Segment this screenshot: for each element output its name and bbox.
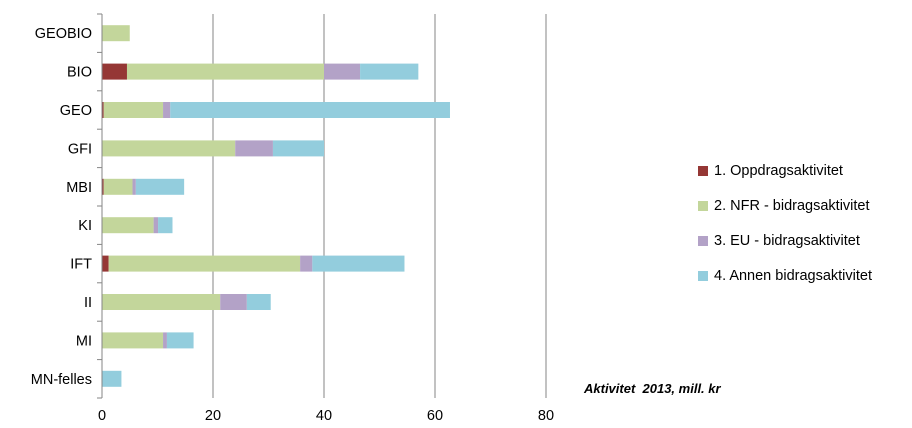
- legend-swatch: [698, 201, 708, 211]
- legend-swatch: [698, 166, 708, 176]
- legend-label: 2. NFR - bidragsaktivitet: [714, 198, 870, 214]
- y-tick-label: GEOBIO: [35, 26, 92, 42]
- y-tick-label: GEO: [60, 103, 92, 119]
- bar-segment: [102, 294, 221, 310]
- bar-segment: [103, 178, 133, 195]
- legend-item: 4. Annen bidragsaktivitet: [698, 267, 872, 285]
- bar-segment: [132, 178, 136, 195]
- bar-segment: [220, 294, 247, 310]
- bar-segment: [272, 140, 324, 157]
- bar-segment: [312, 255, 405, 272]
- bar-segment: [235, 140, 273, 157]
- bar-segment: [170, 102, 450, 118]
- legend-item: 1. Oppdragsaktivitet: [698, 162, 872, 180]
- bars: [102, 25, 450, 387]
- bar-segment: [102, 102, 104, 118]
- y-tick-label: IFT: [70, 257, 92, 273]
- bar-segment: [102, 178, 104, 195]
- legend-item: 3. EU - bidragsaktivitet: [698, 232, 872, 250]
- bar-segment: [102, 217, 154, 234]
- legend: 1. Oppdragsaktivitet 2. NFR - bidragsakt…: [698, 162, 872, 302]
- bar-segment: [126, 63, 324, 80]
- chart-annotation: Aktivitet 2013, mill. kr: [584, 381, 721, 396]
- bar-segment: [102, 370, 122, 387]
- legend-item: 2. NFR - bidragsaktivitet: [698, 197, 872, 215]
- bar-segment: [246, 294, 271, 310]
- y-tick-label: BIO: [67, 65, 92, 81]
- bar-segment: [324, 63, 361, 80]
- x-tick-label: 80: [538, 408, 554, 424]
- y-tick-label: MN-felles: [31, 372, 92, 388]
- bar-segment: [102, 140, 236, 157]
- y-tick-label: MI: [76, 333, 92, 349]
- legend-swatch: [698, 271, 708, 281]
- bar-segment: [300, 255, 313, 272]
- x-tick-label: 60: [427, 408, 443, 424]
- bar-segment: [102, 332, 164, 349]
- x-tick-label: 0: [98, 408, 106, 424]
- y-axis-ticks: [97, 13, 102, 399]
- legend-label: 4. Annen bidragsaktivitet: [714, 268, 872, 284]
- bar-segment: [163, 332, 167, 349]
- bar-segment: [135, 178, 185, 195]
- bar-segment: [166, 332, 194, 349]
- bar-segment: [102, 25, 130, 42]
- y-tick-label: KI: [78, 218, 92, 234]
- legend-swatch: [698, 236, 708, 246]
- y-tick-label: II: [84, 295, 92, 311]
- bar-segment: [108, 255, 301, 272]
- bar-segment: [102, 63, 127, 80]
- legend-label: 1. Oppdragsaktivitet: [714, 163, 843, 179]
- x-tick-label: 20: [205, 408, 221, 424]
- y-axis-labels: GEOBIO BIO GEO GFI MBI KI IFT II MI MN-felles: [31, 26, 92, 388]
- bar-segment: [103, 102, 164, 118]
- x-tick-label: 40: [316, 408, 332, 424]
- bar-segment: [153, 217, 159, 234]
- y-tick-label: GFI: [68, 141, 92, 157]
- bar-segment: [158, 217, 173, 234]
- legend-label: 3. EU - bidragsaktivitet: [714, 233, 860, 249]
- x-axis-labels: 0 20 40 60 80: [98, 408, 554, 424]
- bar-segment: [360, 63, 419, 80]
- y-tick-label: MBI: [66, 180, 92, 196]
- bar-segment: [102, 255, 109, 272]
- bar-segment: [163, 102, 171, 118]
